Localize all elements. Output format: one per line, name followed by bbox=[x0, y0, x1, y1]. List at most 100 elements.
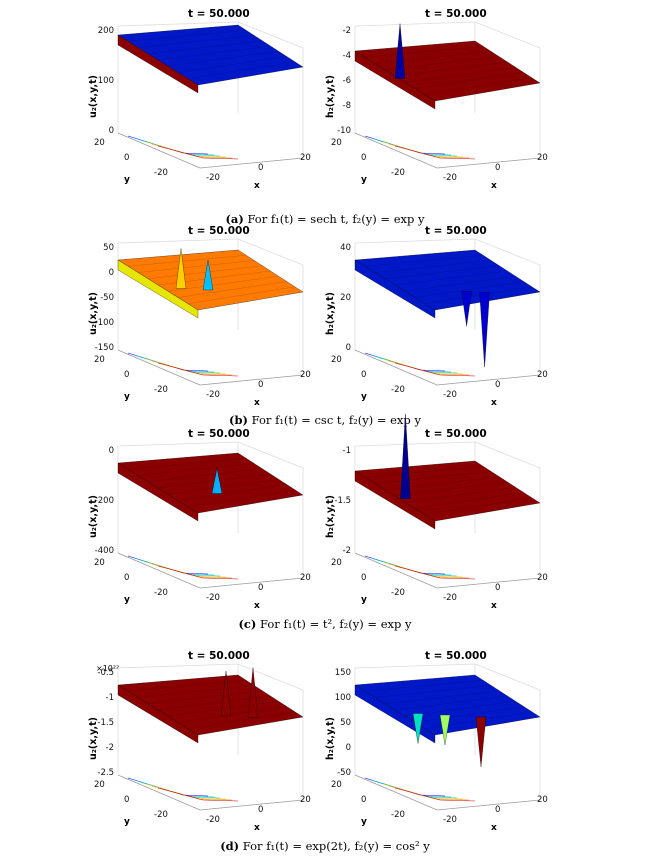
z-tick-label: -0.5 bbox=[97, 668, 114, 678]
plot-title: t = 50.000 bbox=[425, 8, 487, 20]
surface-plot bbox=[354, 238, 541, 386]
floor-contour bbox=[370, 779, 452, 798]
surface-spike bbox=[412, 713, 424, 744]
surface-wall bbox=[117, 462, 199, 522]
surface-gridline bbox=[147, 265, 263, 279]
surface-spike bbox=[479, 292, 490, 368]
plot-d-left: t = 50.000 ×10²² u₂(x,y,t) -0.5 -1 -1.5 -2 -2.5… bbox=[88, 650, 318, 850]
floor-contour bbox=[157, 787, 239, 802]
x-axis-label: x bbox=[254, 181, 260, 191]
surface-gridline bbox=[177, 484, 287, 501]
caption-text: For f₁(t) = t², f₂(y) = exp y bbox=[260, 617, 412, 631]
floor-contour bbox=[394, 145, 476, 160]
y-tick-label: -20 bbox=[154, 385, 168, 395]
floor-contour bbox=[364, 777, 446, 797]
y-tick-label: 20 bbox=[94, 138, 105, 148]
x-tick-label: 0 bbox=[495, 380, 501, 390]
surface-gridline bbox=[137, 260, 255, 273]
x-axis-label: x bbox=[491, 181, 497, 191]
z-tick-label: 100 bbox=[97, 76, 114, 86]
surface-gridline bbox=[127, 30, 247, 42]
plot-title: t = 50.000 bbox=[188, 225, 250, 237]
plot-b-right: t = 50.000 h₂(x,y,t) 40 20 0 20 0 -20 y -20 0 20 x bbox=[325, 225, 555, 425]
z-axis-label: h₂(x,y,t) bbox=[325, 75, 336, 118]
caption-b: (b) For f₁(t) = csc t, f₂(y) = exp y bbox=[0, 413, 650, 427]
z-tick-label: -50 bbox=[100, 293, 114, 303]
floor-contour bbox=[394, 787, 476, 802]
x-axis-label: x bbox=[254, 823, 260, 833]
z-tick-label: 100 bbox=[334, 693, 351, 703]
z-tick-label: -2 bbox=[105, 743, 114, 753]
y-tick-label: -20 bbox=[391, 385, 405, 395]
plot-title: t = 50.000 bbox=[425, 650, 487, 662]
x-tick-label: 20 bbox=[300, 153, 311, 163]
surface-spike bbox=[247, 667, 259, 718]
plot-c-right: t = 50.000 h₂(x,y,t) -1 -1.5 -2 20 0 -20 y -20 0 20… bbox=[325, 413, 555, 628]
surface-gridline bbox=[137, 685, 255, 698]
surface-plot bbox=[354, 663, 541, 811]
surface-gridline bbox=[414, 72, 524, 89]
z-tick-label: 200 bbox=[97, 26, 114, 36]
y-tick-label: 0 bbox=[361, 370, 367, 380]
y-axis-label: y bbox=[361, 817, 367, 827]
surface-spike bbox=[394, 23, 406, 79]
x-axis-label: x bbox=[491, 601, 497, 611]
y-tick-label: 0 bbox=[124, 153, 130, 163]
z-tick-label: -2 bbox=[342, 546, 351, 556]
y-tick-label: -20 bbox=[154, 168, 168, 178]
y-tick-label: 0 bbox=[361, 573, 367, 583]
axis-floor bbox=[117, 552, 304, 589]
surface-gridline bbox=[167, 51, 279, 67]
floor-contour bbox=[370, 354, 452, 373]
floor-contour bbox=[157, 565, 239, 580]
x-tick-label: 0 bbox=[258, 583, 264, 593]
plot-a-left: t = 50.000 u₂(x,y,t) 200 100 0 20 0 -20 y -20 0 20 x bbox=[88, 8, 318, 208]
x-tick-label: 20 bbox=[300, 573, 311, 583]
floor-contour bbox=[133, 137, 215, 156]
x-tick-label: -20 bbox=[443, 390, 457, 400]
y-tick-label: -20 bbox=[154, 810, 168, 820]
surface-wall bbox=[117, 259, 199, 319]
floor-contour bbox=[133, 779, 215, 798]
caption-text: For f₁(t) = sech t, f₂(y) = exp y bbox=[247, 212, 425, 226]
y-tick-label: 0 bbox=[124, 370, 130, 380]
x-tick-label: -20 bbox=[443, 593, 457, 603]
y-tick-label: 20 bbox=[331, 355, 342, 365]
z-tick-label: 0 bbox=[108, 126, 114, 136]
z-axis-label: u₂(x,y,t) bbox=[88, 292, 99, 335]
x-tick-label: -20 bbox=[206, 593, 220, 603]
z-tick-label: -2.5 bbox=[97, 768, 114, 778]
z-tick-label: 150 bbox=[334, 668, 351, 678]
z-tick-label: 50 bbox=[340, 718, 351, 728]
x-tick-label: -20 bbox=[206, 390, 220, 400]
surface-gridline bbox=[137, 463, 255, 476]
surface-gridline bbox=[424, 77, 532, 95]
z-tick-label: 0 bbox=[108, 268, 114, 278]
y-tick-label: 20 bbox=[94, 355, 105, 365]
axis-floor bbox=[117, 349, 304, 386]
y-tick-label: -20 bbox=[391, 810, 405, 820]
surface-gridline bbox=[404, 701, 516, 717]
surface-gridline bbox=[364, 255, 484, 267]
surface-gridline bbox=[187, 61, 295, 79]
plot-title: t = 50.000 bbox=[188, 650, 250, 662]
z-tick-label: -1 bbox=[105, 693, 114, 703]
y-axis-label: y bbox=[361, 175, 367, 185]
y-tick-label: 0 bbox=[361, 795, 367, 805]
x-tick-label: 0 bbox=[495, 583, 501, 593]
floor-contour bbox=[370, 557, 452, 576]
axis-floor bbox=[354, 349, 541, 386]
surface-spike bbox=[220, 670, 232, 717]
floor-contour bbox=[376, 559, 458, 577]
surface-spike bbox=[400, 413, 411, 499]
floor-contour bbox=[133, 557, 215, 576]
surface-plot bbox=[117, 238, 304, 386]
surface-gridline bbox=[137, 35, 255, 48]
axis-floor bbox=[354, 132, 541, 169]
surface-spike bbox=[175, 248, 187, 289]
surface-gridline bbox=[127, 255, 247, 267]
plot-d-right: t = 50.000 h₂(x,y,t) 150 100 50 0 -50 20 0 -20 y -2… bbox=[325, 650, 555, 850]
surface-gridline bbox=[394, 61, 508, 77]
surface-gridline bbox=[384, 265, 500, 279]
x-axis-label: x bbox=[254, 398, 260, 408]
